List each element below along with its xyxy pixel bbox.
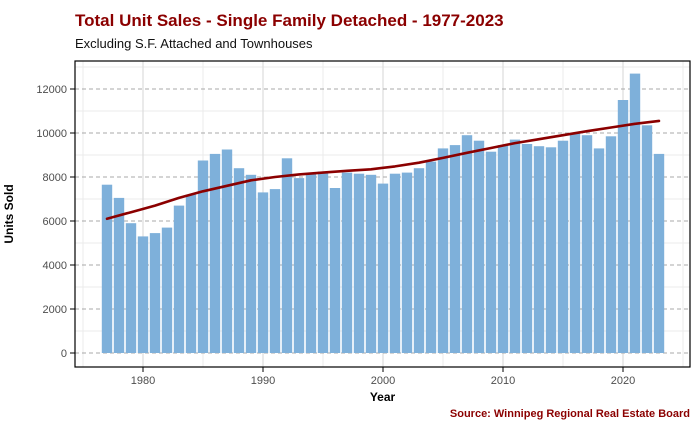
bar bbox=[521, 144, 533, 353]
bar bbox=[149, 233, 161, 353]
bar bbox=[185, 194, 197, 353]
bar bbox=[173, 205, 185, 353]
source-credit: Source: Winnipeg Regional Real Estate Bo… bbox=[449, 408, 690, 420]
bar bbox=[269, 189, 281, 353]
bar bbox=[377, 183, 389, 353]
bar bbox=[197, 160, 209, 353]
bar bbox=[161, 227, 173, 353]
x-tick-label: 2020 bbox=[611, 375, 635, 387]
y-tick-label: 4000 bbox=[43, 260, 67, 272]
bar bbox=[557, 140, 569, 353]
bar bbox=[425, 161, 437, 353]
x-axis-title: Year bbox=[369, 390, 396, 404]
bar bbox=[257, 192, 269, 353]
bar bbox=[629, 73, 641, 353]
bar bbox=[281, 158, 293, 353]
bars-group bbox=[101, 73, 665, 353]
y-tick-label: 12000 bbox=[36, 84, 67, 96]
bar bbox=[401, 172, 413, 353]
bar bbox=[413, 168, 425, 353]
bar bbox=[653, 153, 665, 353]
bar bbox=[341, 172, 353, 353]
bar bbox=[221, 149, 233, 353]
y-tick-label: 0 bbox=[61, 348, 67, 360]
x-tick-label: 1980 bbox=[131, 375, 155, 387]
bar bbox=[605, 136, 617, 353]
bar bbox=[353, 173, 365, 353]
x-tick-label: 2010 bbox=[491, 375, 515, 387]
bar bbox=[497, 145, 509, 353]
x-tick-label: 1990 bbox=[251, 375, 275, 387]
bar bbox=[617, 100, 629, 353]
bar bbox=[641, 125, 653, 353]
x-tick-label: 2000 bbox=[371, 375, 395, 387]
bar bbox=[293, 178, 305, 353]
bar bbox=[209, 153, 221, 353]
bar bbox=[593, 148, 605, 353]
bar bbox=[233, 168, 245, 353]
y-tick-label: 8000 bbox=[43, 172, 67, 184]
bar bbox=[113, 197, 125, 353]
bar bbox=[437, 148, 449, 353]
bar bbox=[245, 174, 257, 353]
bar bbox=[545, 147, 557, 353]
chart-subtitle: Excluding S.F. Attached and Townhouses bbox=[75, 36, 313, 51]
y-axis-title: Units Sold bbox=[2, 184, 16, 244]
y-tick-label: 2000 bbox=[43, 304, 67, 316]
y-tick-label: 10000 bbox=[36, 128, 67, 140]
bar bbox=[473, 140, 485, 353]
bar bbox=[317, 171, 329, 353]
bar bbox=[125, 223, 137, 353]
bar bbox=[485, 151, 497, 353]
bar bbox=[461, 135, 473, 353]
bar bbox=[365, 174, 377, 353]
bar bbox=[389, 173, 401, 353]
y-tick-label: 6000 bbox=[43, 216, 67, 228]
trend-line bbox=[105, 119, 661, 221]
bar bbox=[533, 146, 545, 353]
bar bbox=[569, 133, 581, 353]
chart-title: Total Unit Sales - Single Family Detache… bbox=[75, 11, 504, 30]
bar bbox=[509, 139, 521, 353]
bar bbox=[305, 173, 317, 353]
bar bbox=[137, 236, 149, 353]
bar bbox=[101, 184, 113, 353]
bar bbox=[449, 145, 461, 353]
bar bbox=[329, 188, 341, 353]
bar bbox=[581, 135, 593, 353]
